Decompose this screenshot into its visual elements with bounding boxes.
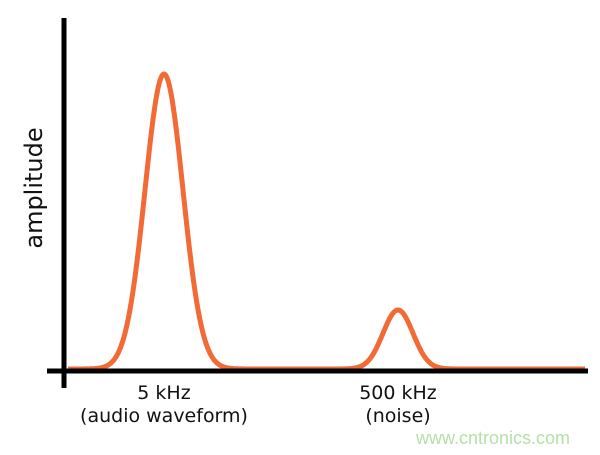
watermark: www.cntronics.com [416,428,571,448]
peak-label-noise: 500 kHz (noise) [359,382,437,428]
peak-label-audio-description: (audio waveform) [80,405,248,427]
peak-label-audio: 5 kHz (audio waveform) [80,382,248,428]
peak-label-noise-frequency: 500 kHz [359,382,437,404]
peak-label-noise-description: (noise) [365,405,431,427]
y-axis-label: amplitude [20,127,48,249]
spectrum-curve [66,71,587,372]
peak-label-audio-frequency: 5 kHz [137,382,191,404]
